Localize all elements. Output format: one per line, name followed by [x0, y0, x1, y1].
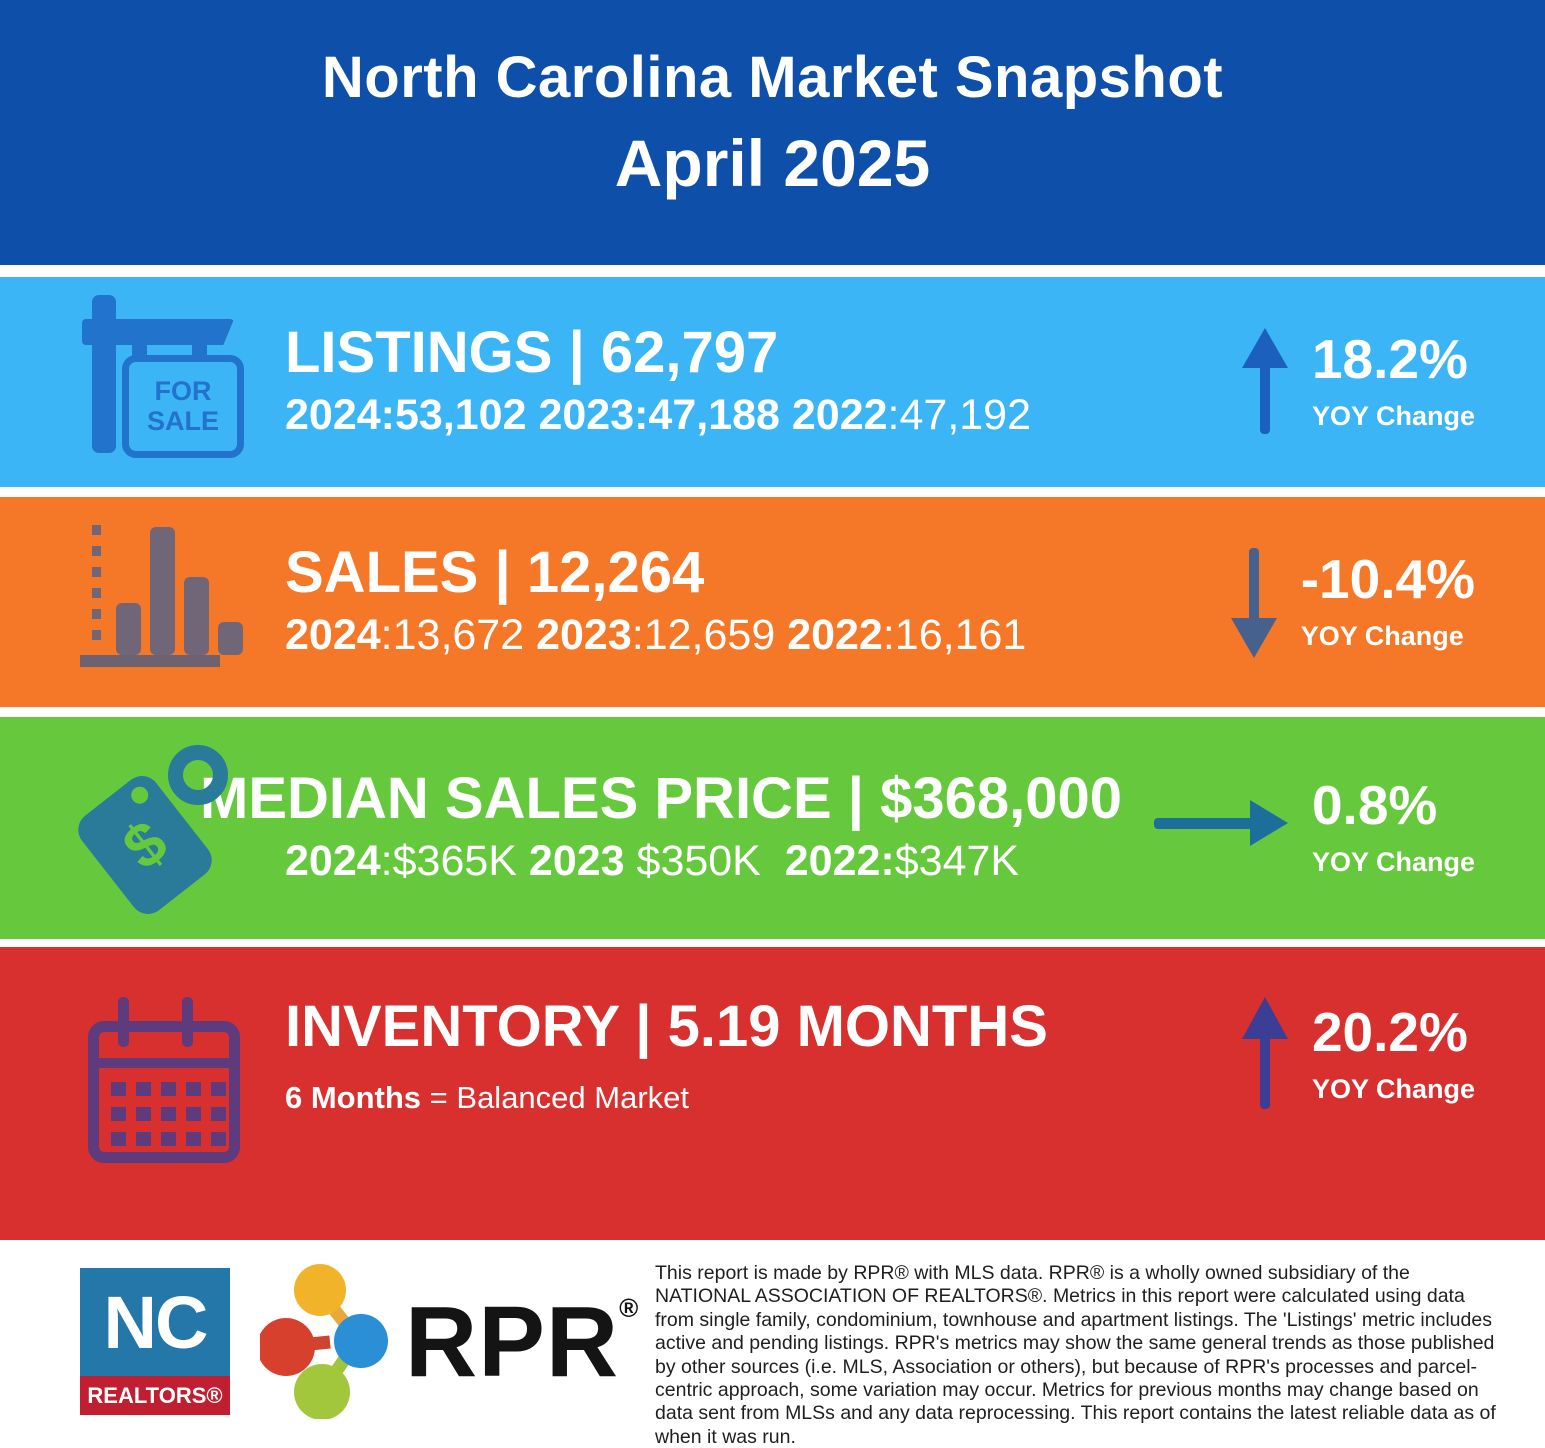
- calendar-icon: [70, 997, 285, 1197]
- up-arrow-icon: [1241, 328, 1288, 434]
- median-price-yoy-value: 0.8%: [1311, 774, 1438, 836]
- listings-yoy-label: YOY Change: [1311, 401, 1475, 431]
- median-price-text: MEDIAN SALES PRICE | $368,000 2024:$365K…: [200, 768, 1134, 888]
- sales-yoy: -10.4% YOY Change: [1230, 546, 1475, 658]
- page-title: North Carolina Market Snapshot: [321, 45, 1224, 110]
- sales-yoy-value: -10.4%: [1300, 548, 1475, 610]
- sales-yoy-label: YOY Change: [1300, 621, 1464, 651]
- price-tag-icon: $: [70, 717, 285, 939]
- inventory-band: INVENTORY | 5.19 MONTHS 6 Months = Balan…: [0, 947, 1545, 1240]
- listings-yoy: 18.2% YOY Change: [1241, 328, 1475, 436]
- listings-title: LISTINGS | 62,797: [285, 319, 779, 385]
- sales-text: SALES | 12,264 2024:13,672 2023:12,659 2…: [285, 539, 1211, 662]
- sales-title: SALES | 12,264: [285, 539, 705, 605]
- inventory-yoy-value: 20.2%: [1311, 1000, 1468, 1063]
- header: North Carolina Market Snapshot April 202…: [0, 0, 1545, 265]
- rpr-molecule-icon: [260, 1264, 388, 1419]
- inventory-note: 6 Months = Balanced Market: [285, 1080, 690, 1116]
- nc-realtors-logo: NC REALTORS®: [80, 1268, 230, 1415]
- median-price-yoy-label: YOY Change: [1311, 847, 1475, 877]
- for-sale-sign-label: FOR SALE: [146, 376, 219, 436]
- right-arrow-icon: [1153, 800, 1288, 846]
- page-subtitle: April 2025: [614, 126, 931, 200]
- footer: NC REALTORS® RPR® This report is made by…: [0, 1240, 1545, 1448]
- rpr-logo-text: RPR: [405, 1285, 620, 1398]
- sales-band: SALES | 12,264 2024:13,672 2023:12,659 2…: [0, 497, 1545, 707]
- rpr-logo: RPR®: [260, 1264, 638, 1419]
- median-price-title: MEDIAN SALES PRICE | $368,000: [200, 765, 1122, 831]
- bar-chart-icon: [70, 497, 285, 707]
- rpr-logo-registered: ®: [619, 1293, 639, 1324]
- listings-history: 2024:53,102 2023:47,188 2022:47,192: [285, 390, 1032, 439]
- nc-realtors-logo-nc: NC: [80, 1268, 230, 1376]
- inventory-yoy: 20.2% YOY Change: [1241, 997, 1475, 1112]
- median-price-yoy: 0.8% YOY Change: [1153, 774, 1475, 878]
- disclaimer-text: This report is made by RPR® with MLS dat…: [655, 1262, 1496, 1448]
- down-arrow-icon: [1230, 548, 1277, 658]
- up-arrow-icon: [1241, 997, 1288, 1109]
- sales-history: 2024:13,672 2023:12,659 2022:16,161: [285, 610, 1027, 659]
- price-tag-dollar: $: [110, 807, 180, 883]
- listings-yoy-value: 18.2%: [1311, 328, 1468, 390]
- listings-text: LISTINGS | 62,797 2024:53,102 2023:47,18…: [285, 319, 1222, 442]
- for-sale-sign-icon: FOR SALE: [70, 277, 285, 487]
- inventory-yoy-label: YOY Change: [1311, 1073, 1475, 1104]
- listings-band: FOR SALE LISTINGS | 62,797 2024:53,102 2…: [0, 277, 1545, 487]
- nc-realtors-logo-realtors: REALTORS®: [80, 1376, 230, 1415]
- median-price-band: $ MEDIAN SALES PRICE | $368,000 2024:$36…: [0, 717, 1545, 939]
- inventory-text: INVENTORY | 5.19 MONTHS 6 Months = Balan…: [285, 994, 1222, 1117]
- inventory-title: INVENTORY | 5.19 MONTHS: [285, 994, 1048, 1059]
- median-price-history: 2024:$365K 2023 $350K 2022:$347K: [285, 836, 1020, 885]
